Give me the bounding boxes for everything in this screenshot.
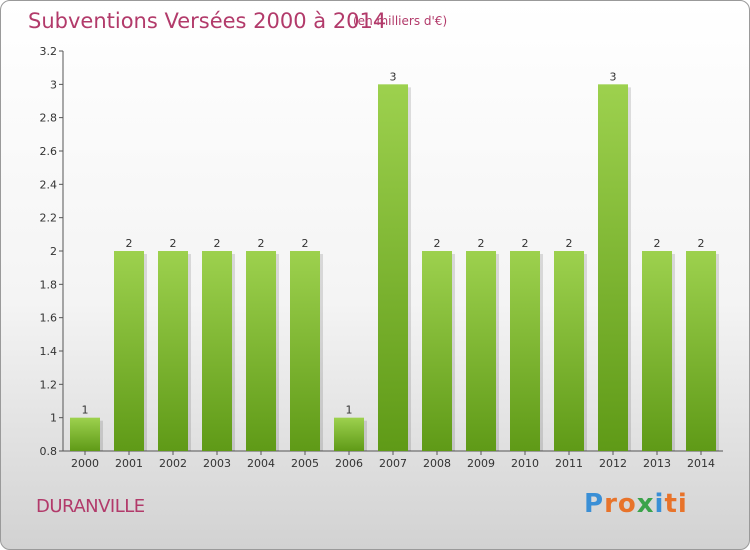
bar [202, 251, 232, 451]
x-tick-label: 2008 [423, 457, 451, 470]
x-tick-label: 2006 [335, 457, 363, 470]
bar [70, 417, 100, 451]
y-tick-label: 1.2 [40, 378, 58, 391]
data-label: 2 [566, 237, 573, 250]
x-tick-label: 2005 [291, 457, 319, 470]
data-label: 2 [302, 237, 309, 250]
x-tick-label: 2003 [203, 457, 231, 470]
data-label: 2 [126, 237, 133, 250]
x-tick-label: 2013 [643, 457, 671, 470]
bar [158, 251, 188, 451]
x-tick-label: 2002 [159, 457, 187, 470]
data-label: 2 [478, 237, 485, 250]
logo-letter: P [584, 489, 605, 519]
logo-letter: x [636, 489, 655, 519]
data-label: 3 [610, 70, 617, 83]
data-label: 2 [654, 237, 661, 250]
chart-unit: (en milliers d'€) [353, 14, 448, 28]
x-tick-label: 2011 [555, 457, 583, 470]
x-tick-label: 2007 [379, 457, 407, 470]
x-tick-label: 2010 [511, 457, 539, 470]
data-label: 2 [258, 237, 265, 250]
logo-letter: i [654, 489, 665, 519]
data-label: 3 [390, 70, 397, 83]
x-tick-label: 2009 [467, 457, 495, 470]
y-tick-label: 2.2 [40, 212, 58, 225]
y-tick-label: 1.6 [40, 312, 58, 325]
commune-name: DURANVILLE [36, 496, 145, 517]
data-label: 1 [82, 404, 89, 417]
bar [466, 251, 496, 451]
y-tick-label: 0.8 [40, 445, 58, 458]
y-tick-label: 3.2 [40, 45, 58, 58]
y-tick-label: 1.4 [40, 345, 58, 358]
x-tick-label: 2001 [115, 457, 143, 470]
y-tick-label: 2.6 [40, 145, 58, 158]
y-tick-label: 1.8 [40, 278, 58, 291]
y-tick-label: 2.8 [40, 112, 58, 125]
bar [510, 251, 540, 451]
x-tick-label: 2012 [599, 457, 627, 470]
y-tick-label: 1 [50, 412, 57, 425]
bars [70, 84, 719, 451]
bar [598, 84, 628, 451]
data-label: 2 [170, 237, 177, 250]
chart-title: Subventions Versées 2000 à 2014 [28, 9, 387, 33]
y-tick-label: 3 [50, 78, 57, 91]
x-tick-label: 2014 [687, 457, 715, 470]
y-tick-label: 2 [50, 245, 57, 258]
data-label: 2 [522, 237, 529, 250]
y-tick-label: 2.4 [40, 178, 58, 191]
logo-letter: i [677, 489, 688, 519]
x-tick-label: 2000 [71, 457, 99, 470]
data-label: 2 [434, 237, 441, 250]
logo-letter: t [664, 489, 678, 519]
bar [334, 417, 364, 451]
labels: 2000 1 2001 2 2002 2 2003 2 2004 2 2005 2 2006 1 2007 3… [71, 70, 715, 470]
bar [290, 251, 320, 451]
bar [554, 251, 584, 451]
bar [422, 251, 452, 451]
bar [114, 251, 144, 451]
proxiti-logo[interactable]: Proxiti [584, 489, 688, 519]
bar [642, 251, 672, 451]
bar [378, 84, 408, 451]
bar [686, 251, 716, 451]
data-label: 2 [214, 237, 221, 250]
logo-letter: o [617, 489, 637, 519]
data-label: 2 [698, 237, 705, 250]
data-label: 1 [346, 404, 353, 417]
bar [246, 251, 276, 451]
logo-letter: r [604, 489, 618, 519]
x-tick-label: 2004 [247, 457, 275, 470]
